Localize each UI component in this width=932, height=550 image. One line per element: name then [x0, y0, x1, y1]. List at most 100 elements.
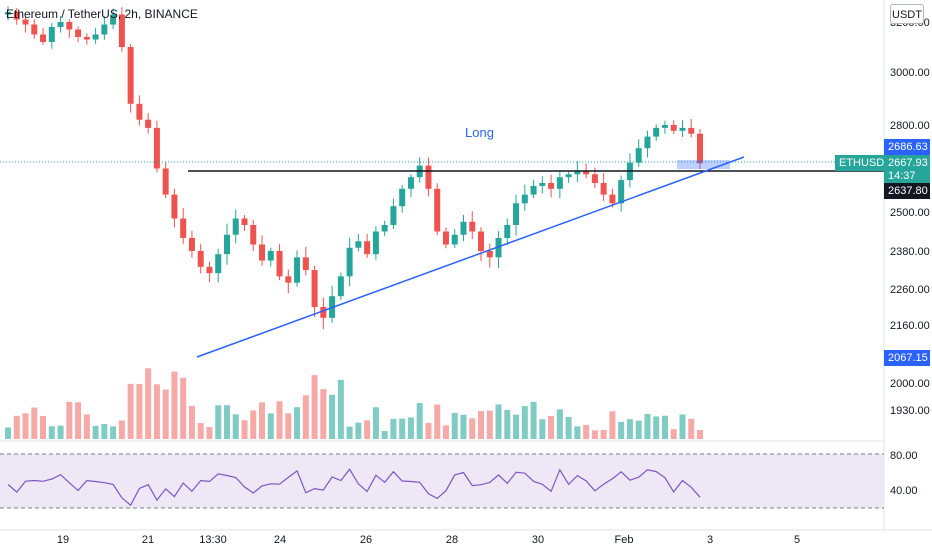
candle-body [171, 194, 178, 219]
currency-button[interactable]: USDT [890, 4, 924, 24]
volume-bar [548, 415, 555, 439]
candle-body [162, 168, 169, 195]
time-axis-label: 24 [274, 534, 286, 546]
candle-body [600, 183, 607, 195]
volume-bar [513, 414, 520, 439]
time-axis-label: 19 [57, 534, 69, 546]
drawings[interactable] [0, 156, 884, 358]
candle-body [118, 14, 125, 47]
candle-body [697, 133, 703, 164]
time-axis-label: 5 [794, 534, 800, 546]
volume-bar [259, 402, 266, 439]
volume-bar [145, 368, 152, 439]
volume-bar [162, 389, 169, 439]
candle-body [223, 234, 230, 255]
candle-body [504, 225, 511, 238]
volume-bar [390, 418, 397, 439]
rsi-pane [0, 453, 884, 509]
volume-bar [478, 411, 485, 439]
candle-body [407, 177, 414, 189]
time-axis-label: 3 [707, 534, 713, 546]
volume-bar [136, 383, 143, 439]
volume-bar [215, 405, 222, 439]
candlesticks[interactable] [5, 6, 703, 330]
candle-body [40, 34, 47, 42]
candle-body [22, 19, 29, 25]
time-axis-label: 28 [446, 534, 458, 546]
volume-bar [399, 418, 406, 439]
volume-bar [48, 426, 55, 439]
candle-body [31, 24, 38, 35]
candle-body [241, 218, 248, 225]
candle-body [285, 276, 292, 283]
volume-bar [697, 430, 703, 439]
volume-bar [337, 379, 344, 439]
candle-body [153, 127, 160, 169]
volume-bar [31, 407, 38, 439]
volume-bar [171, 371, 178, 439]
price-scale-label: 2260.00 [890, 284, 930, 296]
volume-bar [320, 389, 327, 439]
candle-body [513, 203, 520, 225]
candle-body [574, 171, 581, 175]
candle-body [5, 12, 11, 15]
candle-body [145, 119, 152, 128]
horizontal-line-tag: 2637.80 [884, 183, 930, 199]
volume-bar [294, 407, 301, 439]
volume-bar [609, 411, 616, 439]
volume-bar [469, 418, 476, 439]
volume-bar [346, 426, 353, 439]
candle-body [635, 148, 642, 163]
volume-bar [434, 404, 441, 439]
candle-body [399, 188, 406, 207]
volume-bar [635, 420, 642, 439]
volume-bar [127, 383, 134, 439]
volume-bar [425, 422, 432, 439]
price-scale-label: 2000.00 [890, 378, 930, 390]
volume-bar [644, 413, 651, 439]
candle-body [381, 225, 388, 232]
volume-bar [539, 419, 546, 439]
candle-body [232, 218, 239, 235]
candle-body [442, 231, 449, 245]
candle-body [302, 257, 309, 270]
candle-body [661, 125, 668, 128]
candle-body [556, 177, 563, 189]
candle-body [460, 221, 467, 235]
trendline-start-tag: 2067.15 [884, 350, 930, 366]
price-scale-label: 1930.00 [890, 405, 930, 417]
volume-bar [13, 415, 20, 439]
candle-body [276, 251, 283, 277]
candle-body [294, 257, 301, 283]
candle-body [679, 127, 686, 131]
candle-body [188, 238, 195, 251]
candle-body [57, 22, 64, 27]
candle-body [337, 276, 344, 297]
candle-body [469, 221, 476, 232]
rsi-line [7, 468, 701, 507]
volume-bar [92, 425, 99, 439]
current-price-tag: 2667.93 [884, 155, 930, 171]
price-scale-label: 2160.00 [890, 320, 930, 332]
volume-bar [355, 422, 362, 439]
candle-body [215, 254, 222, 274]
volume-bar [118, 420, 125, 439]
candle-body [486, 251, 493, 258]
volume-bar [653, 416, 660, 439]
candle-body [425, 165, 432, 189]
volume-bar [311, 375, 318, 439]
candle-body [127, 47, 134, 104]
volume-bar [5, 427, 11, 439]
last-price-tag: 2686.63 [884, 139, 930, 155]
candle-body [75, 29, 82, 37]
volume-bar [83, 414, 90, 439]
candle-body [206, 266, 213, 274]
time-axis-label: 26 [360, 534, 372, 546]
volume-bar [688, 418, 695, 439]
axes: 3200.003000.002800.002500.002380.002260.… [57, 17, 930, 546]
volume-bar [197, 423, 204, 439]
volume-bar [504, 409, 511, 439]
countdown-tag: 14:37 [884, 168, 930, 184]
rsi-scale-label: 40.00 [890, 485, 918, 497]
